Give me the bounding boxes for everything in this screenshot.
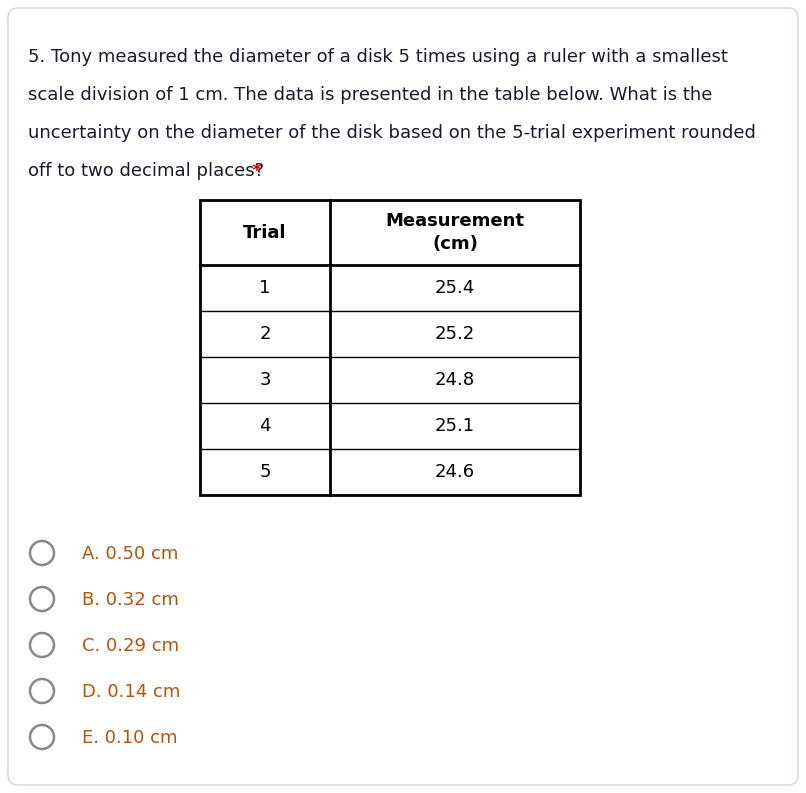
Text: D. 0.14 cm: D. 0.14 cm	[82, 683, 181, 701]
Bar	[200, 200, 580, 495]
Circle shape	[30, 633, 54, 657]
Circle shape	[30, 587, 54, 611]
Text: *: *	[246, 162, 262, 180]
Circle shape	[30, 541, 54, 565]
Text: Measurement
(cm): Measurement (cm)	[385, 212, 525, 253]
Text: 25.4: 25.4	[435, 279, 475, 297]
Circle shape	[30, 725, 54, 749]
Text: Trial: Trial	[243, 224, 287, 242]
Text: A. 0.50 cm: A. 0.50 cm	[82, 545, 178, 563]
Text: 4: 4	[260, 417, 271, 435]
Text: 5: 5	[260, 463, 271, 481]
Text: B. 0.32 cm: B. 0.32 cm	[82, 591, 179, 609]
Text: off to two decimal places?: off to two decimal places?	[28, 162, 264, 180]
Text: C. 0.29 cm: C. 0.29 cm	[82, 637, 179, 655]
Text: E. 0.10 cm: E. 0.10 cm	[82, 729, 177, 747]
Text: 1: 1	[260, 279, 271, 297]
Text: 24.6: 24.6	[435, 463, 475, 481]
Text: uncertainty on the diameter of the disk based on the 5-trial experiment rounded: uncertainty on the diameter of the disk …	[28, 124, 756, 142]
FancyBboxPatch shape	[8, 8, 798, 785]
Text: 25.2: 25.2	[435, 325, 475, 343]
Text: 25.1: 25.1	[435, 417, 475, 435]
Text: 5. Tony measured the diameter of a disk 5 times using a ruler with a smallest: 5. Tony measured the diameter of a disk …	[28, 48, 728, 66]
Text: 2: 2	[260, 325, 271, 343]
Text: 3: 3	[260, 371, 271, 389]
Text: 24.8: 24.8	[435, 371, 475, 389]
Circle shape	[30, 679, 54, 703]
Text: scale division of 1 cm. The data is presented in the table below. What is the: scale division of 1 cm. The data is pres…	[28, 86, 713, 104]
